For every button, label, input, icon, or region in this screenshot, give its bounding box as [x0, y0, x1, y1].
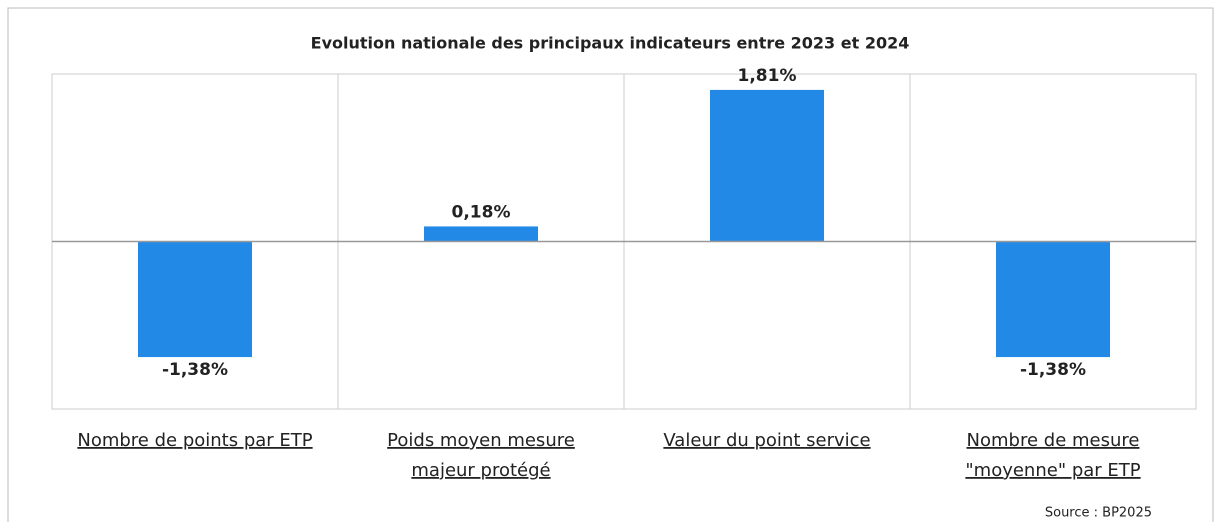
value-label: 0,18%	[452, 202, 511, 222]
category-label: Nombre de points par ETP	[77, 430, 312, 451]
bar	[996, 241, 1110, 358]
source: Source : BP2025	[1045, 506, 1152, 521]
value-label: -1,38%	[162, 360, 228, 380]
bar	[710, 89, 824, 242]
category-label: Valeur du point service	[663, 430, 870, 451]
bar	[138, 241, 252, 358]
category-label: Poids moyen mesure	[387, 430, 575, 451]
category-label: majeur protégé	[411, 460, 550, 481]
category-label: "moyenne" par ETP	[965, 460, 1140, 481]
value-label: -1,38%	[1020, 360, 1086, 380]
category-label: Nombre de mesure	[967, 430, 1140, 451]
bar	[424, 226, 538, 242]
chart-title: Evolution nationale des principaux indic…	[311, 34, 910, 53]
value-label: 1,81%	[738, 66, 797, 86]
